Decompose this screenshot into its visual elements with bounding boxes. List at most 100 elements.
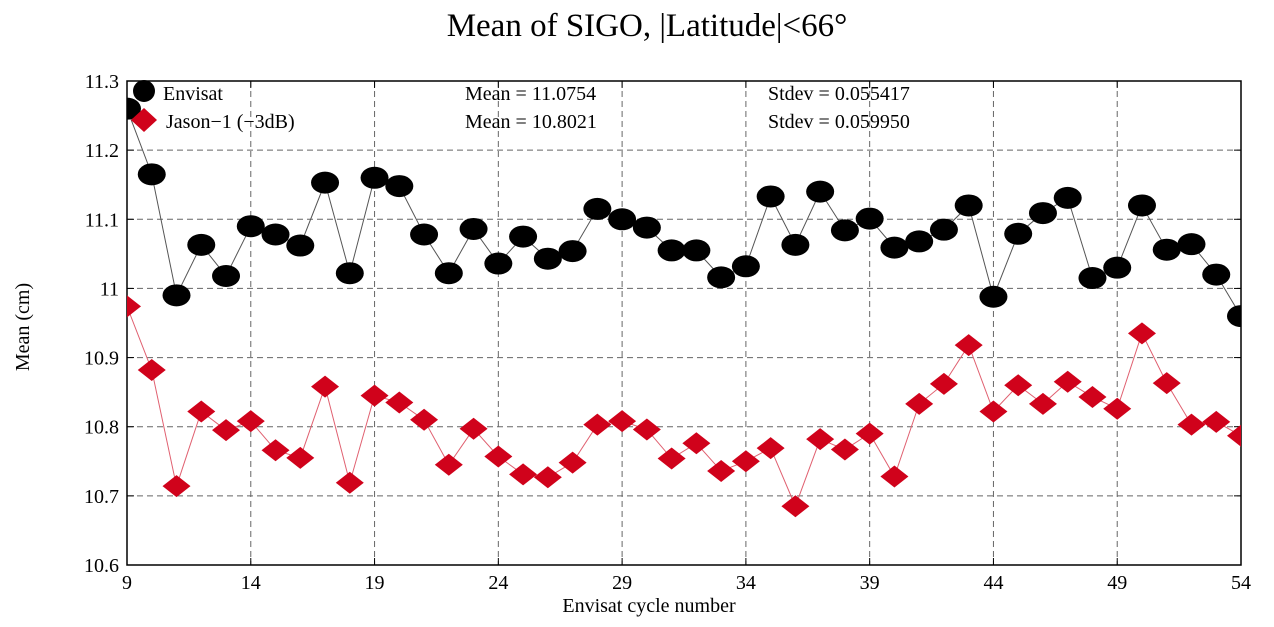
data-point-envisat [533, 247, 562, 270]
data-point-envisat [236, 215, 265, 238]
x-tick-label: 9 [122, 572, 132, 594]
data-point-jason [1177, 413, 1206, 436]
plot-frame [126, 80, 1242, 566]
legend: Envisat Mean = 11.0754 Stdev = 0.055417 … [131, 80, 910, 133]
data-point-jason [360, 384, 389, 407]
data-point-envisat [583, 197, 612, 220]
x-tick-label: 29 [612, 572, 632, 594]
data-point-jason [756, 437, 785, 460]
x-tick-label: 34 [736, 572, 756, 594]
data-point-jason [212, 419, 241, 442]
data-point-jason [1127, 322, 1156, 345]
data-point-jason [682, 432, 711, 455]
data-point-envisat [632, 216, 661, 239]
data-point-jason [162, 475, 191, 498]
x-tick-label: 54 [1231, 572, 1251, 594]
data-point-envisat [608, 208, 637, 231]
data-point-jason [806, 428, 835, 451]
data-point-envisat [880, 236, 909, 259]
x-tick-label: 14 [241, 572, 261, 594]
data-point-jason [707, 459, 736, 482]
data-point-envisat [1028, 202, 1057, 225]
data-point-envisat [1202, 263, 1231, 286]
data-point-envisat [558, 240, 587, 263]
data-point-envisat [286, 234, 315, 257]
data-point-envisat [1152, 238, 1181, 261]
data-point-jason [1152, 372, 1181, 395]
y-tick-label: 11.1 [85, 209, 119, 231]
data-point-envisat [1227, 305, 1241, 328]
series-envisat [127, 97, 1241, 328]
legend-marker-envisat [133, 80, 155, 102]
data-point-envisat [261, 223, 290, 246]
y-tick-label: 11 [100, 278, 119, 300]
data-point-envisat [657, 239, 686, 262]
jason-stdev: Stdev = 0.059950 [768, 111, 910, 133]
data-point-envisat [162, 284, 191, 307]
legend-label-jason: Jason−1 (−3dB) [166, 111, 295, 133]
legend-label-envisat: Envisat [163, 83, 223, 105]
data-point-jason [459, 417, 488, 440]
data-point-envisat [335, 262, 364, 285]
y-tick-label: 10.8 [84, 417, 119, 439]
data-point-jason [830, 438, 859, 461]
data-point-envisat [1103, 256, 1132, 279]
data-point-envisat [187, 233, 216, 256]
x-axis-label: Envisat cycle number [562, 595, 736, 617]
data-point-jason [558, 451, 587, 474]
data-point-jason [1053, 370, 1082, 393]
x-tick-label: 44 [983, 572, 1003, 594]
envisat-mean: Mean = 11.0754 [465, 83, 596, 105]
axis-ticks: 9 14 19 24 29 34 39 44 49 54 10.6 10.7 10.8 10.9 11 11.… [84, 71, 1251, 594]
y-tick-label: 10.9 [84, 348, 119, 370]
data-point-jason [311, 375, 340, 398]
data-point-envisat [806, 180, 835, 203]
data-point-jason [905, 392, 934, 415]
y-tick-label: 11.3 [85, 71, 119, 93]
data-point-envisat [731, 255, 760, 278]
envisat-stdev: Stdev = 0.055417 [768, 83, 910, 105]
jason-mean: Mean = 10.8021 [465, 111, 597, 133]
data-point-envisat [830, 219, 859, 242]
x-tick-label: 19 [365, 572, 385, 594]
data-point-jason [335, 471, 364, 494]
data-point-jason [954, 334, 983, 357]
x-tick-label: 24 [488, 572, 508, 594]
data-point-jason [1227, 424, 1241, 447]
data-point-jason [187, 400, 216, 423]
data-point-envisat [682, 239, 711, 262]
data-point-jason [385, 391, 414, 414]
y-tick-label: 10.6 [84, 555, 119, 577]
data-point-envisat [509, 225, 538, 248]
data-point-jason [657, 447, 686, 470]
data-point-jason [929, 372, 958, 395]
legend-marker-jason [131, 108, 157, 132]
x-tick-label: 49 [1107, 572, 1127, 594]
data-point-jason [1103, 397, 1132, 420]
data-point-jason [509, 463, 538, 486]
grid [127, 81, 1241, 565]
data-point-envisat [929, 218, 958, 241]
data-point-envisat [1177, 233, 1206, 256]
data-point-jason [781, 495, 810, 518]
data-point-envisat [979, 285, 1008, 308]
data-point-jason [286, 446, 315, 469]
data-point-envisat [707, 266, 736, 289]
data-point-jason [236, 410, 265, 433]
data-point-envisat [1004, 222, 1033, 245]
chart-title: Mean of SIGO, |Latitude|<66° [447, 8, 848, 44]
y-tick-label: 11.2 [85, 140, 119, 162]
data-point-jason [731, 450, 760, 473]
data-point-jason [484, 445, 513, 468]
data-point-jason [1028, 392, 1057, 415]
data-point-jason [632, 418, 661, 441]
data-point-envisat [484, 252, 513, 275]
data-point-envisat [360, 166, 389, 189]
data-point-envisat [1127, 194, 1156, 217]
series-jason [127, 295, 1241, 518]
y-tick-label: 10.7 [84, 486, 119, 508]
data-point-jason [1202, 410, 1231, 433]
data-point-jason [127, 295, 141, 318]
data-point-envisat [905, 230, 934, 253]
data-point-jason [1078, 385, 1107, 408]
